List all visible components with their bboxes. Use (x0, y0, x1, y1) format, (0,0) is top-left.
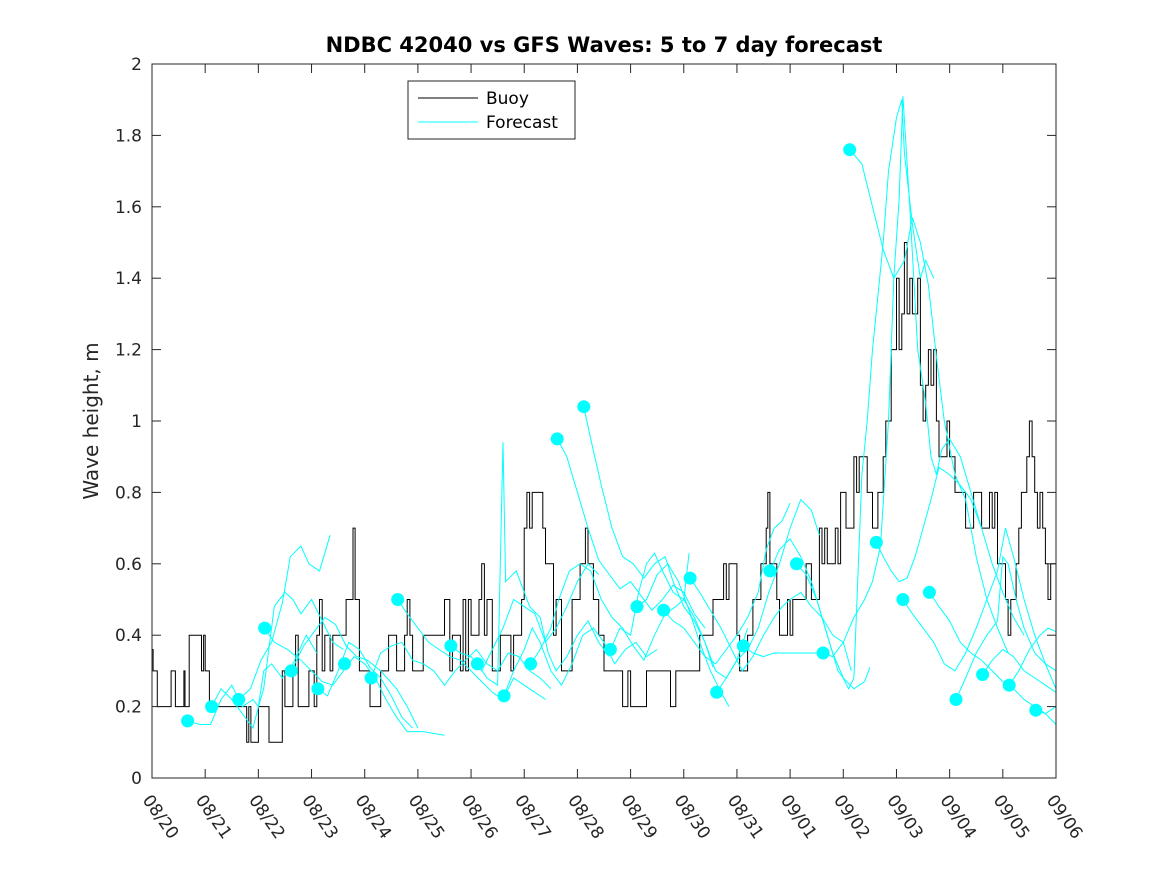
forecast-line-24 (849, 149, 1009, 654)
forecast-line-18 (689, 577, 852, 672)
chart-title: NDBC 42040 vs GFS Waves: 5 to 7 day fore… (326, 33, 883, 57)
forecast-line-14 (583, 406, 714, 668)
forecast-point-23 (790, 557, 803, 571)
forecast-point-25 (843, 143, 857, 157)
forecast-line-7 (370, 641, 552, 690)
forecast-line-15 (609, 552, 749, 679)
forecast-point-27 (896, 593, 910, 606)
forecast-line-30 (1008, 627, 1056, 686)
forecast-point-9 (391, 593, 405, 606)
forecast-point-19 (683, 571, 697, 585)
forecast-line-20 (743, 645, 817, 658)
y-tick-label-4: 0.8 (115, 483, 142, 503)
legend-label-buoy: Buoy (486, 89, 529, 109)
y-tick-label-0: 0 (131, 769, 142, 789)
forecast-point-8 (364, 671, 378, 685)
forecast-point-13 (524, 657, 538, 671)
y-tick-label-9: 1.8 (115, 126, 142, 146)
forecast-point-26 (869, 535, 883, 549)
y-tick-label-8: 1.6 (115, 198, 142, 218)
forecast-line-25 (875, 466, 1025, 636)
forecast-line-23 (822, 96, 983, 658)
y-tick-label-5: 1 (131, 412, 142, 432)
y-tick-label-2: 0.4 (115, 626, 142, 646)
forecast-point-32 (1029, 703, 1043, 717)
forecast-point-30 (976, 668, 990, 681)
forecast-point-15 (577, 400, 591, 414)
forecast-point-7 (338, 657, 351, 671)
buoy-series-line (152, 242, 1056, 743)
forecast-point-2 (205, 700, 219, 714)
legend-box (407, 80, 576, 140)
forecast-point-29 (949, 693, 963, 706)
y-tick-label-3: 0.6 (115, 555, 142, 575)
forecast-point-18 (657, 603, 671, 617)
forecast-point-6 (311, 682, 325, 696)
y-axis-label: Wave height, m (79, 342, 103, 499)
forecast-point-20 (710, 685, 724, 699)
forecast-point-10 (444, 639, 458, 653)
plot-area (152, 96, 1056, 743)
forecast-point-11 (470, 657, 484, 671)
forecast-point-21 (736, 639, 750, 653)
forecast-line-28 (955, 555, 1056, 700)
forecast-line-5 (290, 616, 419, 729)
forecast-line-3 (238, 535, 331, 700)
forecast-line-26 (902, 527, 1056, 689)
forecast-line-29 (982, 648, 1056, 693)
forecast-point-24 (816, 646, 830, 660)
forecast-point-31 (1002, 678, 1016, 692)
forecast-point-14 (550, 432, 564, 446)
forecast-point-16 (603, 643, 617, 656)
forecast-line-19 (716, 498, 820, 693)
forecast-line-13 (556, 438, 706, 629)
y-tick-label-10: 2 (131, 55, 142, 75)
forecast-point-3 (232, 693, 246, 706)
forecast-line-17 (663, 502, 791, 665)
forecast-point-1 (181, 714, 195, 728)
forecast-line-8 (397, 599, 546, 701)
y-tick-label-1: 0.2 (115, 698, 142, 718)
forecast-line-16 (636, 562, 730, 707)
forecast-point-4 (258, 621, 272, 635)
y-tick-label-7: 1.4 (115, 269, 142, 289)
forecast-line-10 (476, 442, 610, 687)
y-tick-label-6: 1.2 (115, 341, 142, 361)
forecast-point-5 (284, 664, 298, 678)
legend-label-forecast: Forecast (486, 113, 558, 133)
legend: Buoy Forecast (407, 80, 576, 140)
forecast-point-22 (763, 564, 777, 578)
forecast-line-11 (503, 626, 658, 697)
forecast-point-17 (630, 600, 644, 614)
forecast-point-12 (497, 689, 511, 703)
forecast-point-28 (922, 585, 936, 599)
forecast-line-6 (317, 641, 413, 729)
